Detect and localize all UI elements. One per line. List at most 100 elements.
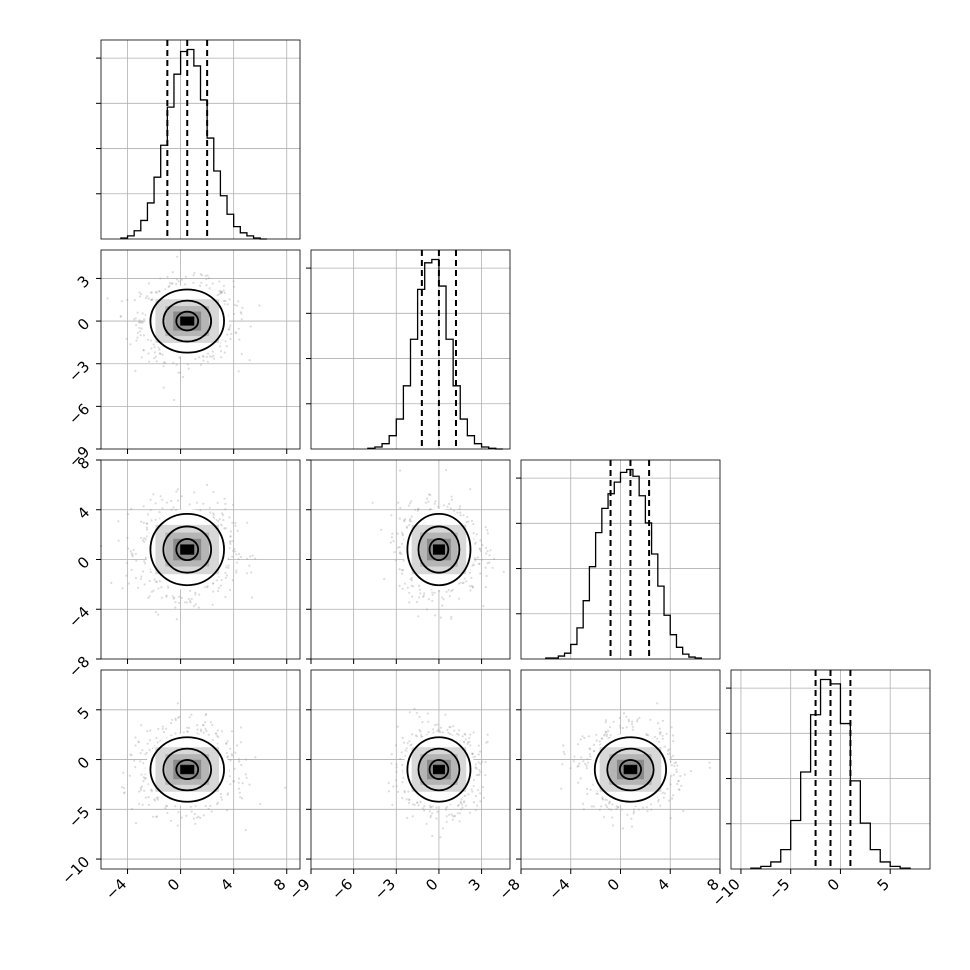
scatter-point	[172, 597, 175, 600]
scatter-point	[493, 557, 496, 561]
scatter-point	[240, 726, 243, 729]
scatter-point	[239, 796, 242, 799]
scatter-point	[408, 740, 411, 743]
scatter-point	[142, 521, 145, 524]
scatter-point	[229, 535, 232, 538]
scatter-point	[133, 318, 136, 321]
scatter-point	[216, 501, 219, 504]
scatter-point	[485, 741, 488, 744]
scatter-point	[399, 506, 402, 510]
scatter-point	[229, 747, 232, 750]
scatter-point	[246, 557, 249, 560]
scatter-point	[132, 548, 135, 552]
scatter-point	[448, 502, 451, 506]
scatter-point	[445, 820, 448, 824]
scatter-point	[155, 580, 158, 583]
scatter-point	[401, 587, 404, 591]
scatter-point	[446, 728, 449, 732]
scatter-point	[251, 554, 254, 557]
scatter-point	[229, 540, 232, 543]
histogram-1	[367, 258, 503, 450]
scatter-point	[415, 735, 418, 738]
scatter-point	[458, 597, 461, 600]
scatter-point	[140, 292, 143, 296]
scatter-point	[246, 521, 249, 524]
scatter-point	[442, 598, 445, 601]
scatter-point	[421, 721, 424, 724]
scatter-point	[250, 596, 254, 599]
scatter-point	[216, 579, 219, 582]
scatter-point	[461, 735, 464, 738]
scatter-point	[466, 741, 469, 744]
scatter-point	[158, 348, 161, 351]
scatter-point	[170, 499, 173, 503]
scatter-point	[212, 354, 215, 357]
scatter-point	[196, 724, 199, 727]
scatter-point	[460, 808, 463, 811]
scatter-point	[155, 291, 158, 294]
scatter-point	[220, 730, 223, 733]
scatter-point	[589, 755, 592, 758]
scatter-point	[225, 752, 228, 755]
scatter-point	[470, 576, 473, 580]
scatter-point	[587, 761, 590, 764]
scatter-point	[136, 331, 139, 334]
scatter-point	[436, 723, 439, 726]
scatter-point	[400, 531, 404, 534]
scatter-point	[477, 773, 480, 777]
scatter-point	[650, 808, 653, 811]
scatter-point	[176, 499, 180, 502]
scatter-point	[608, 808, 611, 811]
scatter-point	[150, 339, 153, 342]
scatter-point	[254, 756, 257, 759]
histogram-0	[120, 48, 267, 240]
scatter-point	[194, 591, 197, 594]
scatter-point	[157, 290, 160, 293]
panel-frame	[100, 249, 301, 450]
scatter-point	[175, 363, 178, 366]
scatter-point	[141, 570, 145, 573]
scatter-point	[195, 816, 199, 819]
scatter-point	[417, 508, 420, 511]
scatter-point	[170, 722, 173, 725]
scatter-point	[468, 585, 471, 588]
scatter-point	[174, 718, 177, 722]
scatter-point	[604, 804, 607, 807]
scatter-point	[400, 751, 403, 754]
scatter-point	[169, 282, 172, 285]
scatter-point	[395, 763, 398, 766]
scatter-point	[403, 582, 406, 585]
scatter-point	[450, 495, 453, 498]
scatter-point	[474, 795, 477, 798]
scatter-point	[135, 559, 138, 562]
scatter-point	[241, 782, 244, 785]
scatter-point	[188, 716, 191, 719]
scatter-point	[140, 356, 143, 359]
scatter-point	[395, 770, 398, 774]
scatter-point	[140, 536, 143, 539]
scatter-point	[180, 816, 183, 819]
scatter-point	[249, 325, 252, 328]
scatter-point	[192, 281, 195, 284]
density-peak	[432, 765, 445, 774]
scatter-point	[189, 601, 192, 604]
scatter-point	[139, 330, 142, 333]
scatter-point	[238, 552, 241, 556]
scatter-point	[142, 349, 145, 352]
scatter-point	[176, 702, 179, 705]
scatter-point	[154, 355, 157, 358]
scatter-point	[228, 328, 231, 331]
scatter-point	[406, 742, 409, 745]
scatter-point	[475, 533, 478, 536]
scatter-point	[219, 350, 223, 353]
panel-3-0: −4 0 4 8−10−505	[58, 669, 301, 903]
scatter-point	[230, 730, 233, 733]
scatter-point	[484, 586, 487, 589]
scatter-point	[200, 281, 203, 284]
scatter-point	[131, 555, 134, 558]
scatter-point	[462, 581, 465, 585]
scatter-point	[224, 571, 227, 575]
scatter-point	[502, 570, 505, 573]
scatter-point	[217, 520, 220, 523]
scatter-point	[177, 280, 180, 283]
